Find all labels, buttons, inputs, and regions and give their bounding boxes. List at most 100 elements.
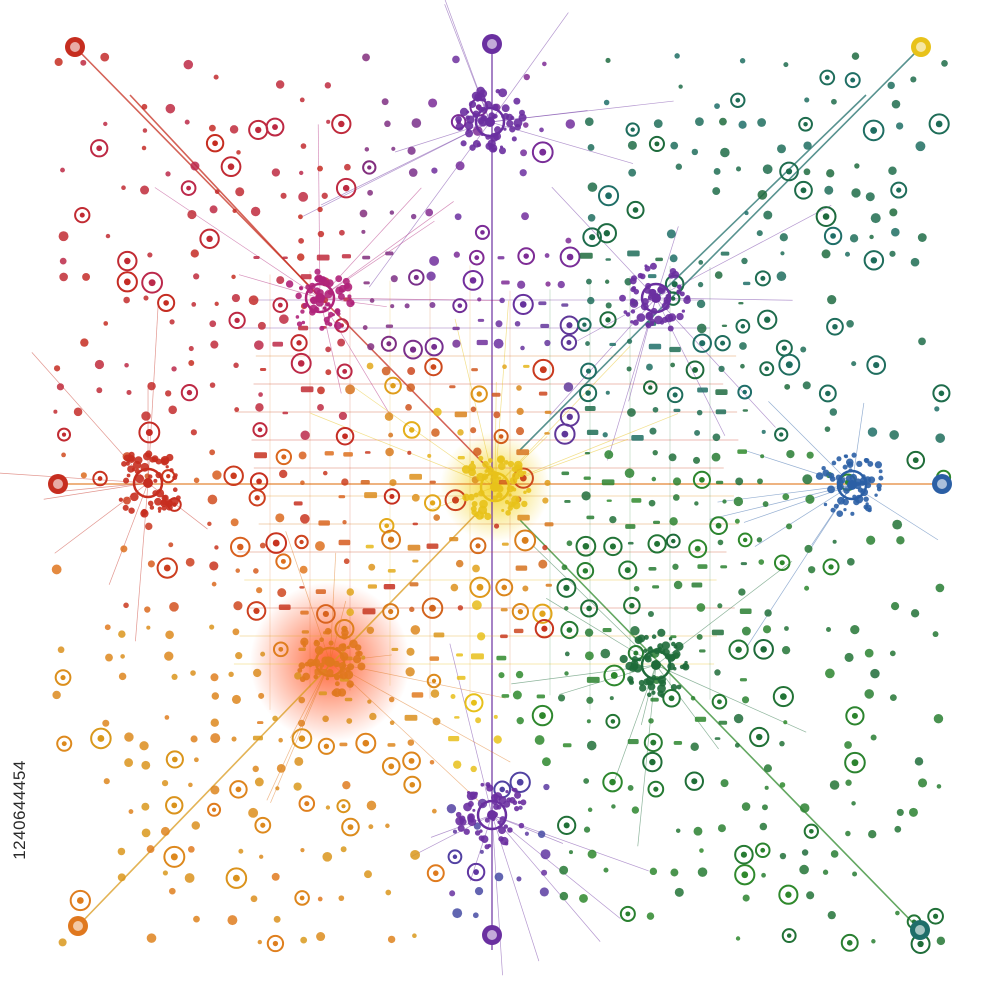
node-core — [851, 712, 858, 719]
node-dot — [889, 430, 899, 440]
node-core — [803, 121, 808, 127]
corner-node-center — [487, 930, 497, 940]
node-core — [828, 564, 834, 570]
node-dot — [213, 74, 219, 80]
node-dot — [851, 52, 860, 60]
node-dot — [825, 668, 835, 679]
node-core — [672, 392, 678, 398]
node-dot — [391, 146, 396, 151]
node-dash — [300, 274, 312, 280]
node-dot — [603, 867, 609, 873]
node-dot — [936, 936, 946, 946]
node-dot — [171, 673, 178, 680]
hub-dot — [467, 813, 475, 822]
node-dash — [586, 515, 595, 520]
node-dash — [720, 251, 730, 256]
node-dot — [346, 588, 355, 596]
hub-dot — [505, 789, 509, 794]
connection-line — [519, 46, 922, 451]
node-dot — [257, 321, 266, 330]
node-ring — [180, 180, 197, 196]
node-core — [582, 568, 589, 574]
node-core — [742, 537, 748, 543]
node-dot — [585, 341, 590, 346]
node-dash — [387, 569, 396, 573]
node-dash — [426, 543, 439, 549]
node-dot — [717, 603, 723, 609]
hub-dot — [630, 659, 639, 668]
node-core — [123, 278, 131, 286]
node-core — [431, 678, 437, 684]
node-ring — [575, 535, 597, 557]
hub-dot — [471, 500, 478, 507]
node-dot — [826, 627, 831, 633]
hub-dot — [867, 460, 874, 467]
node-dot — [51, 564, 62, 575]
node-dot — [604, 450, 614, 460]
node-dot — [300, 430, 310, 440]
hub-dot — [480, 782, 485, 787]
node-ring — [447, 849, 463, 865]
hub-dot — [828, 472, 835, 479]
node-dot — [799, 864, 809, 875]
node-dot — [118, 630, 126, 638]
node-dot — [229, 125, 239, 134]
node-dot — [917, 233, 927, 242]
hub-dot — [644, 265, 651, 272]
node-core — [347, 824, 354, 831]
hub-dot — [518, 822, 525, 829]
node-dot — [141, 802, 150, 811]
node-dash — [742, 281, 751, 286]
node-dot — [123, 296, 130, 304]
node-ring — [794, 180, 813, 200]
node-core — [145, 429, 153, 436]
node-dash — [652, 585, 660, 589]
node-dot — [338, 411, 348, 421]
node-dot — [124, 732, 134, 742]
node-ring — [798, 116, 813, 132]
spoke-line — [108, 482, 149, 585]
hub-dot — [649, 262, 657, 270]
node-dot — [803, 168, 811, 176]
hub-dot — [130, 492, 139, 502]
node-dot — [342, 520, 347, 525]
node-ring — [803, 823, 819, 839]
hub-ring — [640, 649, 672, 681]
hub-dot — [668, 272, 675, 279]
hub-dot — [334, 681, 340, 687]
node-core — [296, 340, 302, 346]
node-dot — [762, 625, 772, 634]
node-dot — [212, 470, 222, 480]
node-core — [756, 733, 763, 741]
node-dot — [187, 209, 197, 220]
node-dot — [587, 182, 598, 192]
hub-dot — [498, 796, 507, 805]
node-ring — [735, 318, 751, 334]
node-core — [539, 148, 547, 156]
node-ring — [141, 271, 164, 294]
node-dash — [360, 480, 370, 485]
hub-dot — [619, 654, 628, 664]
node-dash — [476, 339, 488, 346]
node-ring — [336, 799, 351, 814]
node-ring — [815, 206, 837, 227]
node-dot — [452, 829, 458, 834]
node-dot — [698, 260, 704, 265]
node-dot — [272, 715, 278, 722]
node-dot — [477, 632, 486, 641]
node-dot — [691, 148, 699, 156]
node-core — [272, 940, 279, 947]
node-ring — [684, 771, 705, 791]
hub-dot — [149, 505, 155, 510]
node-dot — [384, 412, 394, 421]
hub-dot — [472, 140, 481, 148]
node-dot — [369, 712, 377, 721]
node-dot — [298, 237, 305, 244]
node-ring — [402, 751, 421, 771]
node-dot — [605, 390, 610, 395]
node-dash — [697, 387, 708, 393]
hub-dot — [162, 494, 169, 501]
node-dot — [542, 61, 547, 67]
node-dot — [141, 103, 148, 110]
node-ring — [665, 533, 681, 549]
